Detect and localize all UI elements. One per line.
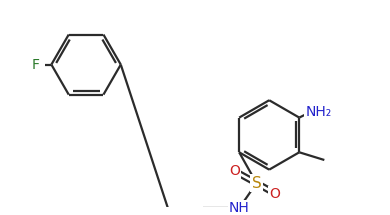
Text: F: F [32, 58, 40, 72]
Text: NH₂: NH₂ [305, 105, 332, 119]
Text: O: O [269, 187, 280, 201]
Text: O: O [229, 164, 240, 178]
Text: S: S [252, 176, 261, 191]
Text: NH: NH [229, 201, 250, 215]
